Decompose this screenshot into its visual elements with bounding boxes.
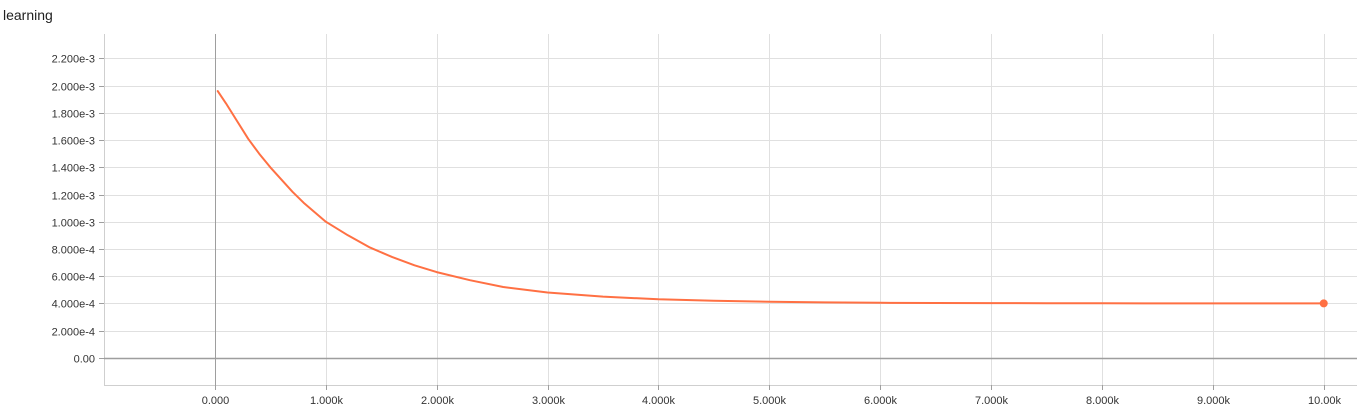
x-tick-label: 0.000 — [202, 395, 230, 407]
y-tick-label: 1.000e-3 — [52, 218, 95, 230]
chart-title: learning — [3, 7, 53, 23]
y-tick-label: 8.000e-4 — [52, 245, 95, 257]
series-line — [216, 90, 1325, 305]
y-tick-label: 1.800e-3 — [52, 109, 95, 121]
x-tick-label: 2.000k — [421, 395, 455, 407]
series-end-point — [1319, 299, 1328, 308]
x-tick-label: 9.000k — [1197, 395, 1231, 407]
x-tick-label: 4.000k — [642, 395, 676, 407]
y-tick-label: 1.200e-3 — [52, 191, 95, 203]
x-tick-label: 10.00k — [1308, 395, 1342, 407]
x-tick-label: 1.000k — [310, 395, 344, 407]
y-tick-label: 2.000e-4 — [52, 327, 95, 339]
y-tick-label: 0.00 — [74, 354, 95, 366]
y-tick-label: 6.000e-4 — [52, 272, 95, 284]
y-tick-label: 1.600e-3 — [52, 136, 95, 148]
x-tick-label: 7.000k — [975, 395, 1009, 407]
y-tick-label: 1.400e-3 — [52, 163, 95, 175]
y-tick-label: 2.200e-3 — [52, 54, 95, 66]
y-tick-label: 4.000e-4 — [52, 299, 95, 311]
x-tick-label: 6.000k — [864, 395, 898, 407]
x-tick-label: 3.000k — [532, 395, 566, 407]
x-tick-label: 8.000k — [1086, 395, 1120, 407]
x-tick-label: 5.000k — [753, 395, 787, 407]
y-tick-label: 2.000e-3 — [52, 82, 95, 94]
